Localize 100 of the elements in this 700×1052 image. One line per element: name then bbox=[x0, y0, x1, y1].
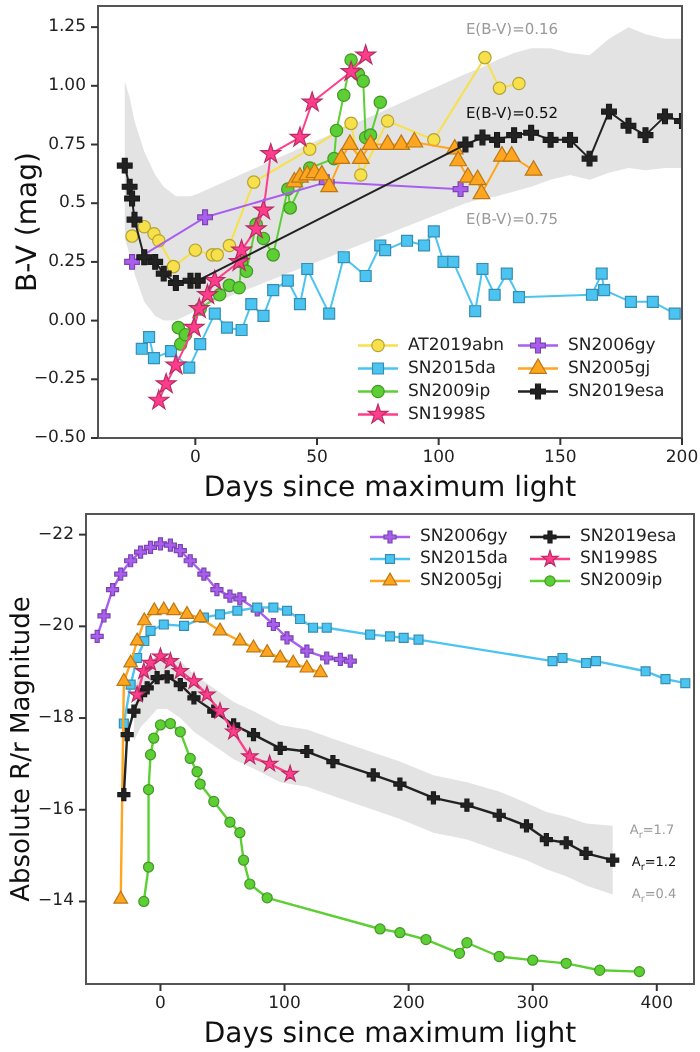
point bbox=[294, 613, 306, 625]
point bbox=[198, 685, 216, 703]
point bbox=[426, 791, 441, 805]
point bbox=[379, 244, 392, 257]
point bbox=[488, 288, 501, 301]
legend-label: SN2006gy bbox=[420, 527, 508, 547]
point bbox=[143, 330, 156, 344]
point bbox=[116, 672, 132, 686]
point bbox=[640, 666, 651, 677]
point bbox=[594, 964, 606, 976]
x-tick-label: 200 bbox=[392, 994, 425, 1014]
point bbox=[129, 632, 145, 646]
point bbox=[246, 639, 261, 653]
point bbox=[579, 846, 593, 860]
point bbox=[165, 354, 187, 375]
point bbox=[393, 777, 407, 791]
point bbox=[519, 819, 534, 833]
point bbox=[492, 808, 506, 822]
point bbox=[120, 727, 134, 742]
point bbox=[140, 681, 154, 695]
point bbox=[245, 218, 267, 239]
point bbox=[417, 239, 431, 252]
point bbox=[136, 612, 152, 626]
point bbox=[453, 947, 466, 959]
point bbox=[620, 117, 637, 134]
point bbox=[210, 248, 225, 262]
point bbox=[595, 267, 608, 280]
point bbox=[246, 175, 261, 189]
point bbox=[524, 160, 543, 176]
point bbox=[173, 677, 187, 692]
point bbox=[581, 150, 598, 167]
point bbox=[135, 342, 148, 355]
y-tick-label: −20 bbox=[38, 616, 74, 637]
point bbox=[351, 148, 370, 165]
point bbox=[261, 892, 273, 904]
x-tick-label: 0 bbox=[155, 994, 166, 1014]
point bbox=[668, 307, 681, 320]
point bbox=[166, 259, 181, 274]
point bbox=[542, 131, 559, 148]
y-tick-label: 0.25 bbox=[48, 251, 86, 272]
point bbox=[293, 298, 307, 311]
point bbox=[320, 651, 334, 665]
point bbox=[121, 178, 138, 195]
point bbox=[210, 583, 224, 597]
point bbox=[427, 133, 441, 147]
point bbox=[280, 631, 294, 645]
point bbox=[281, 764, 299, 782]
point bbox=[624, 295, 637, 308]
point bbox=[117, 788, 131, 802]
point bbox=[134, 545, 148, 559]
point bbox=[606, 853, 620, 867]
y-axis-title: Absolute R/r Magnitude bbox=[7, 596, 37, 902]
point bbox=[114, 567, 128, 581]
point bbox=[460, 798, 474, 812]
point bbox=[225, 722, 243, 740]
point bbox=[512, 76, 526, 91]
point bbox=[148, 389, 170, 410]
point bbox=[301, 91, 323, 112]
point bbox=[323, 307, 336, 320]
y-tick-label: 0.5 bbox=[58, 193, 86, 214]
point bbox=[233, 592, 247, 606]
point bbox=[237, 854, 250, 866]
point bbox=[167, 275, 184, 291]
point bbox=[680, 678, 691, 689]
point bbox=[478, 50, 492, 65]
point bbox=[468, 169, 487, 186]
point bbox=[405, 131, 424, 148]
point bbox=[137, 219, 152, 234]
point bbox=[197, 283, 218, 304]
point bbox=[281, 274, 294, 287]
point bbox=[174, 726, 186, 738]
point bbox=[261, 754, 279, 772]
point bbox=[354, 168, 368, 182]
point bbox=[188, 297, 210, 318]
point bbox=[356, 74, 371, 88]
y-tick-label: −18 bbox=[38, 708, 74, 729]
point bbox=[145, 625, 156, 636]
point bbox=[321, 622, 332, 633]
x-axis-title: Days since maximum light bbox=[203, 472, 578, 504]
point bbox=[637, 127, 654, 144]
point bbox=[365, 629, 376, 640]
point bbox=[590, 656, 602, 667]
point bbox=[197, 567, 211, 581]
point bbox=[257, 309, 270, 322]
point bbox=[154, 719, 167, 731]
point bbox=[598, 284, 611, 297]
point bbox=[337, 251, 350, 264]
point bbox=[344, 116, 358, 131]
point bbox=[413, 634, 424, 645]
y-tick-label: 0.75 bbox=[48, 134, 86, 155]
point bbox=[246, 727, 261, 742]
y-axis-title: B-V (mag) bbox=[12, 152, 44, 292]
point bbox=[142, 861, 155, 873]
legend-label: SN2019esa bbox=[580, 527, 677, 547]
point bbox=[506, 127, 523, 144]
x-tick-label: 0 bbox=[189, 448, 201, 468]
point bbox=[601, 103, 617, 120]
point bbox=[191, 766, 203, 778]
point bbox=[312, 164, 331, 181]
x-tick-label: 150 bbox=[544, 448, 577, 468]
